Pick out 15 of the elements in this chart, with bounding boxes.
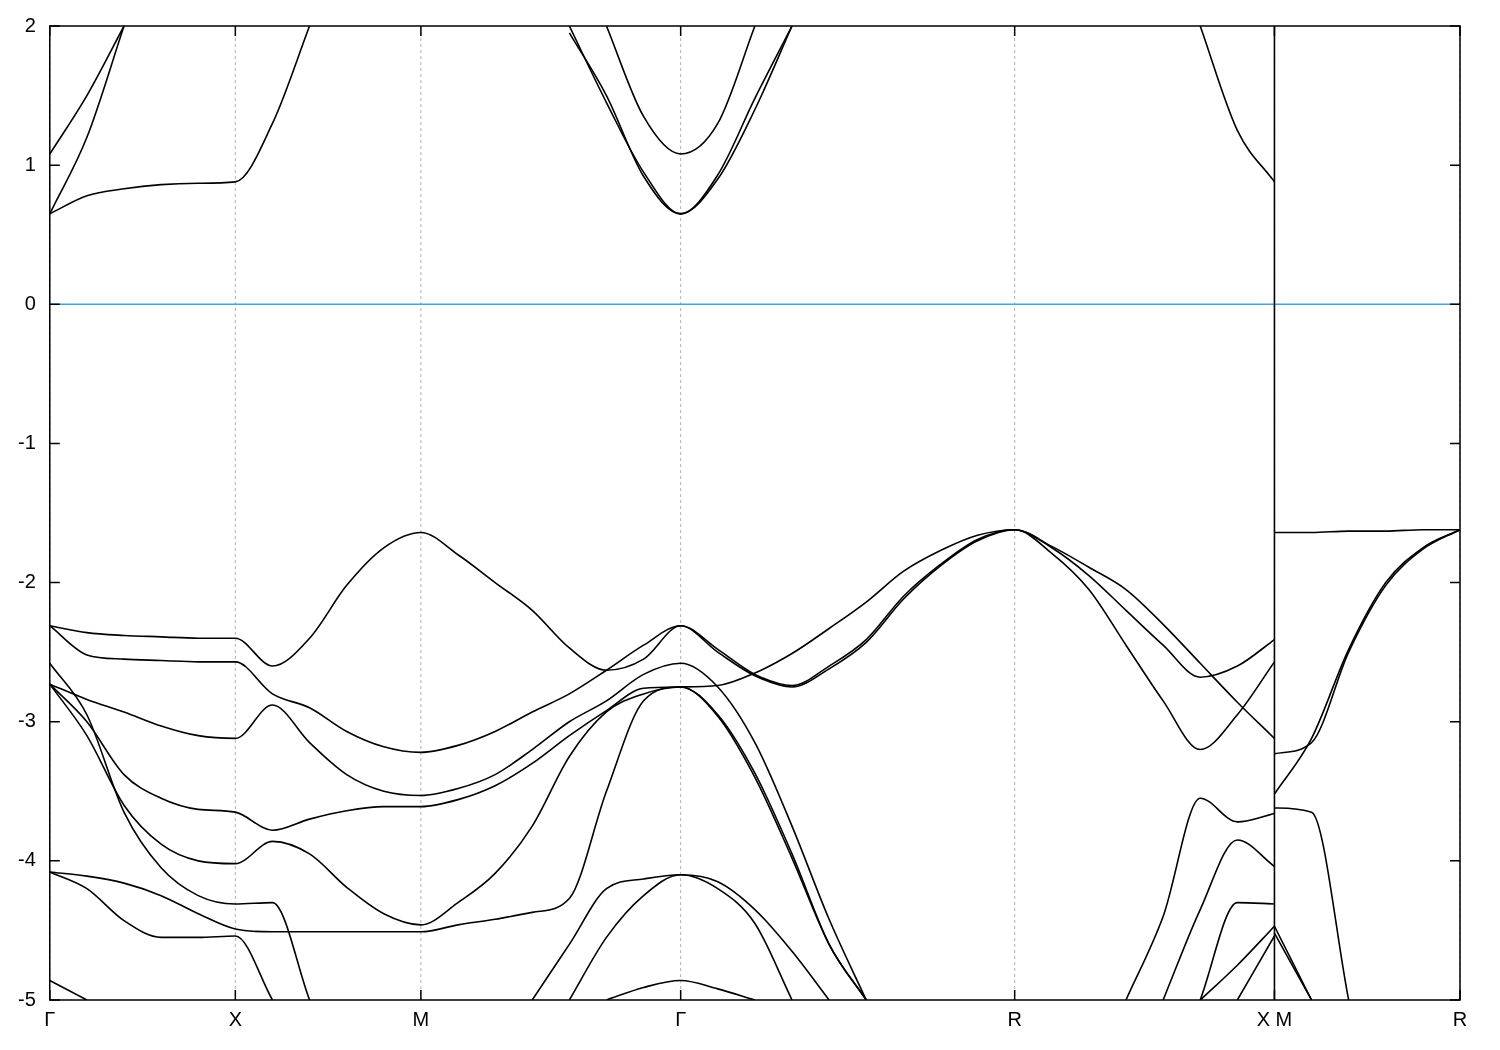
x-tick-label: X M [1256, 1007, 1293, 1030]
y-tick-label: -2 [17, 570, 36, 593]
y-tick-label: -3 [17, 709, 36, 732]
y-tick-label: 1 [24, 152, 36, 175]
x-tick-label: X [228, 1007, 243, 1030]
x-tick-label: R [1452, 1007, 1468, 1030]
y-tick-label: -1 [17, 430, 36, 453]
y-tick-label: -4 [17, 848, 36, 871]
y-tick-label: 0 [24, 291, 36, 314]
x-tick-label: M [412, 1007, 430, 1030]
x-tick-label: Γ [44, 1007, 56, 1030]
y-tick-label: -5 [17, 987, 36, 1010]
x-tick-label: R [1007, 1007, 1022, 1030]
x-tick-label: Γ [675, 1007, 687, 1030]
y-tick-label: 2 [24, 13, 36, 36]
